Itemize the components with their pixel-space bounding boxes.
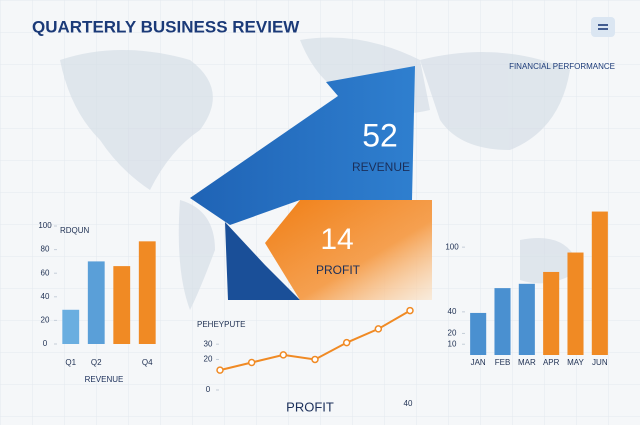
bar — [518, 283, 535, 355]
x-tick-label: JAN — [471, 358, 486, 367]
point — [406, 306, 414, 315]
bar — [543, 271, 560, 355]
bar — [138, 241, 156, 344]
revenue-value: 52 — [362, 117, 398, 153]
bar — [494, 288, 511, 355]
x-tick-label: FEB — [495, 358, 511, 367]
menu-button[interactable] — [591, 17, 615, 37]
point — [311, 355, 319, 364]
x-end-label: 40 — [404, 399, 413, 408]
point — [342, 338, 351, 347]
chart-title: PEHEYPUTE — [197, 320, 245, 329]
bar — [567, 252, 584, 355]
y-tick-label: 100 — [38, 221, 52, 230]
y-tick-label: 0 — [43, 339, 48, 348]
y-tick-label: 40 — [448, 307, 457, 316]
y-tick-label: 60 — [41, 268, 50, 277]
profit-value: 14 — [320, 223, 353, 256]
x-tick-label: Q1 — [65, 358, 76, 367]
y-tick-label: 40 — [41, 292, 50, 301]
x-tick-label: APR — [543, 358, 560, 367]
x-axis-label: REVENUE — [85, 375, 124, 384]
point — [216, 366, 224, 374]
subtitle: FINANCIAL PERFORMANCE — [509, 62, 615, 71]
y-tick-label: 0 — [206, 385, 211, 394]
chart-title: RDQUN — [60, 226, 90, 235]
bar — [591, 211, 608, 355]
y-tick-label: 80 — [41, 245, 50, 254]
bar — [62, 309, 80, 344]
y-tick-label: 30 — [204, 339, 213, 348]
arrow-graphic — [190, 66, 432, 300]
point — [279, 351, 288, 359]
y-tick-label: 20 — [448, 329, 457, 338]
point — [247, 358, 256, 367]
x-tick-label: JUN — [592, 358, 608, 367]
x-tick-label: Q4 — [142, 358, 153, 367]
y-tick-label: 10 — [448, 339, 457, 348]
profit-label: PROFIT — [316, 263, 361, 277]
y-tick-label: 100 — [445, 242, 459, 251]
x-tick-label: MAR — [518, 358, 536, 367]
page-title: QUARTERLY BUSINESS REVIEW — [32, 17, 300, 36]
revenue-label: REVENUE — [352, 160, 410, 174]
y-tick-label: 20 — [41, 316, 50, 325]
bar — [113, 266, 131, 344]
bar — [470, 312, 487, 355]
x-tick-label: Q2 — [91, 358, 102, 367]
x-tick-label: MAY — [567, 358, 584, 367]
point — [374, 325, 383, 333]
x-axis-label: PROFIT — [286, 399, 334, 414]
y-tick-label: 20 — [204, 355, 213, 364]
bar — [87, 261, 105, 344]
